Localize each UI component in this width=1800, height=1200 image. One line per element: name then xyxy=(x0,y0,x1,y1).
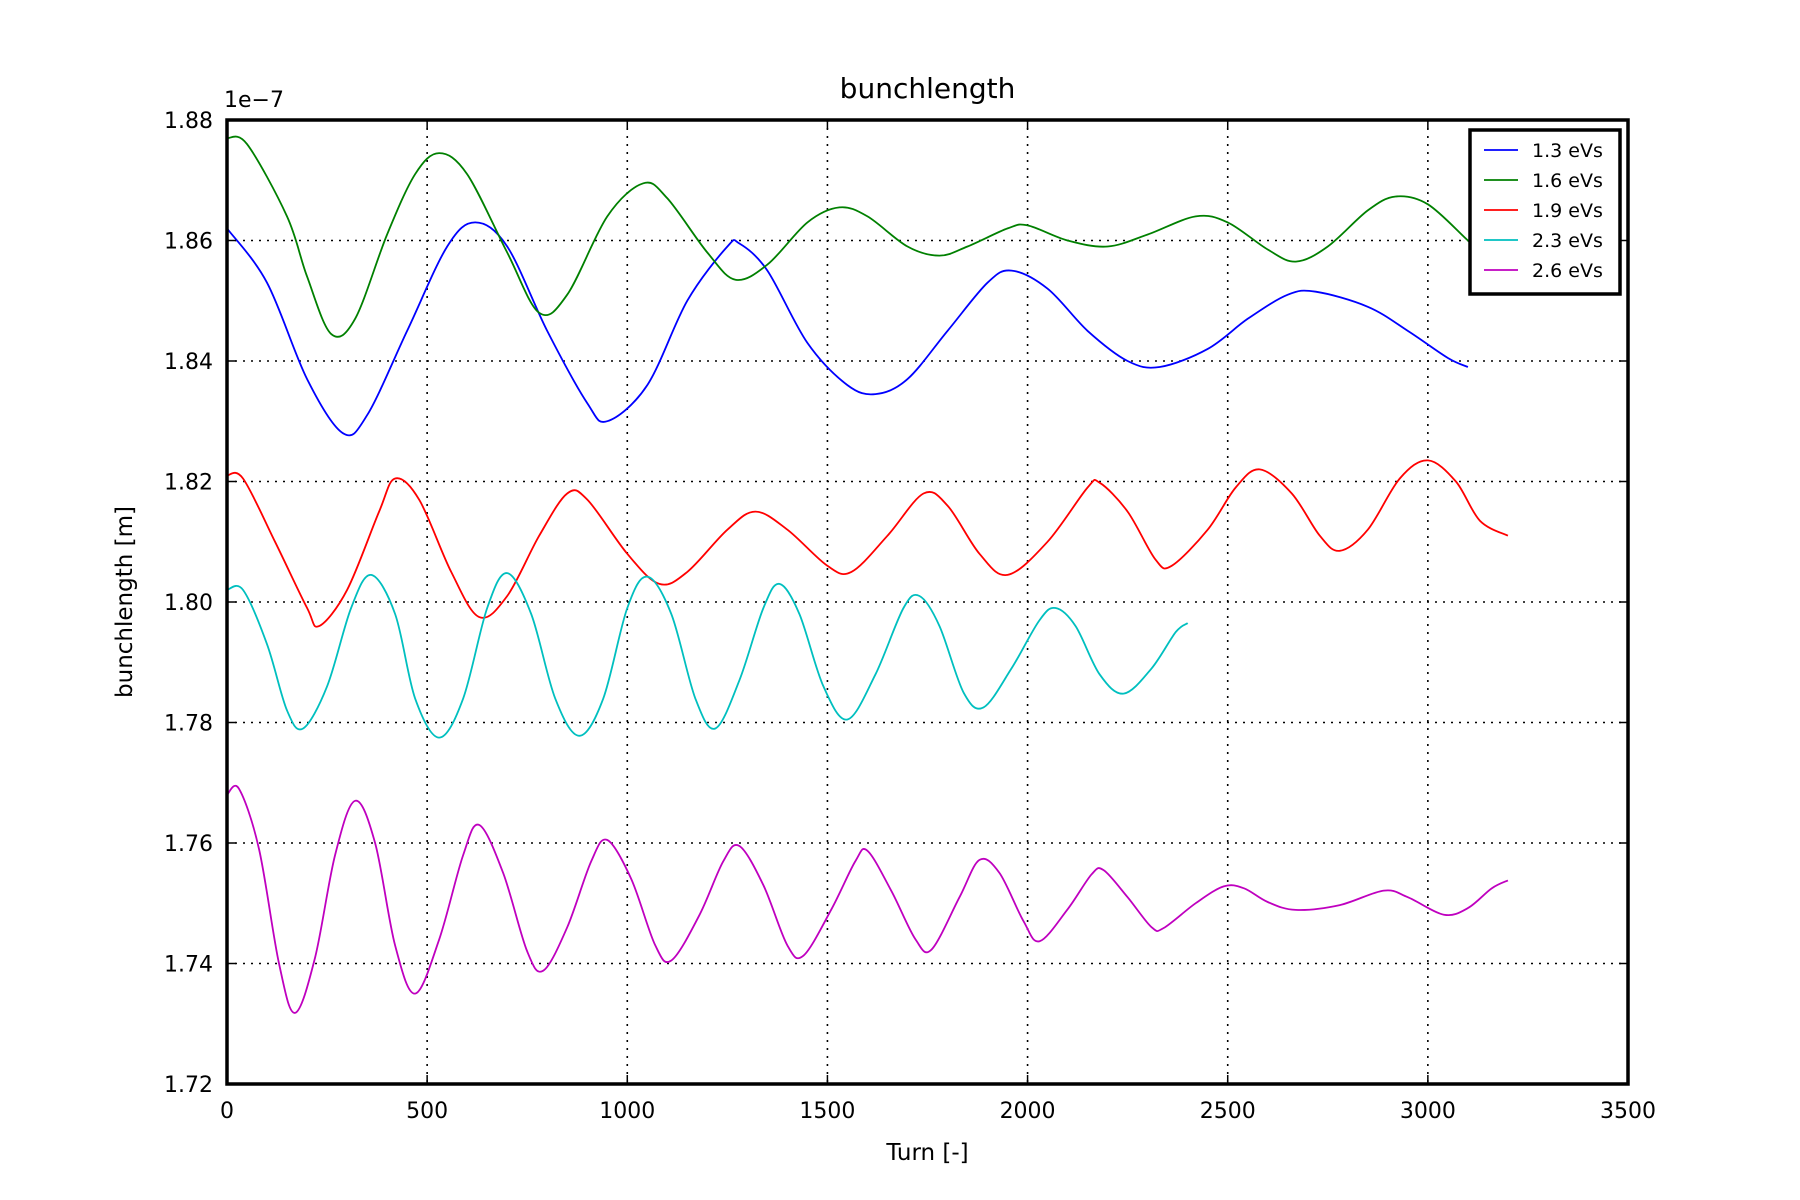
y-tick-label: 1.80 xyxy=(164,591,213,616)
y-tick-label: 1.78 xyxy=(164,712,213,737)
y-tick-label: 1.76 xyxy=(164,832,213,857)
y-tick-label: 1.86 xyxy=(164,230,213,255)
chart-title: bunchlength xyxy=(840,72,1016,105)
y-tick-label: 1.88 xyxy=(164,109,213,134)
series-line-1 xyxy=(226,221,1469,437)
legend-label: 1.3 eVs xyxy=(1532,140,1603,162)
series-layer xyxy=(226,135,1509,1014)
legend-label: 2.6 eVs xyxy=(1532,260,1603,282)
legend: 1.3 eVs 1.6 eVs 1.9 eVs 2.3 eVs 2.6 eVs xyxy=(1468,128,1622,296)
x-tick-label: 0 xyxy=(220,1099,234,1124)
x-tick-label: 500 xyxy=(406,1099,448,1124)
series-line-2 xyxy=(226,135,1489,338)
grid xyxy=(227,120,1628,1084)
y-tick-label: 1.84 xyxy=(164,350,213,375)
legend-box xyxy=(1468,128,1622,296)
y-tick-label: 1.74 xyxy=(164,953,213,978)
x-tick-label: 3500 xyxy=(1600,1099,1656,1124)
x-tick-label: 2500 xyxy=(1200,1099,1256,1124)
series-line-4 xyxy=(226,572,1189,739)
x-tick-label: 1000 xyxy=(599,1099,655,1124)
y-axis-label: bunchlength [m] xyxy=(112,506,138,698)
legend-label: 2.3 eVs xyxy=(1532,230,1603,252)
x-tick-label: 2000 xyxy=(1000,1099,1056,1124)
x-tick-label: 3000 xyxy=(1400,1099,1456,1124)
x-tick-label: 1500 xyxy=(799,1099,855,1124)
tick-labels: 0 500 1000 1500 2000 2500 3000 3500 1.72 1.74 1.76… xyxy=(164,109,1656,1124)
series-line-5 xyxy=(226,784,1509,1014)
y-offset-text: 1e−7 xyxy=(224,88,284,113)
y-tick-label: 1.72 xyxy=(164,1073,213,1098)
legend-label: 1.9 eVs xyxy=(1532,200,1603,222)
axis-ticks xyxy=(226,119,1629,1085)
x-axis-label: Turn [-] xyxy=(885,1140,968,1166)
y-tick-label: 1.82 xyxy=(164,471,213,496)
series-line-3 xyxy=(226,459,1509,628)
legend-label: 1.6 eVs xyxy=(1532,170,1603,192)
